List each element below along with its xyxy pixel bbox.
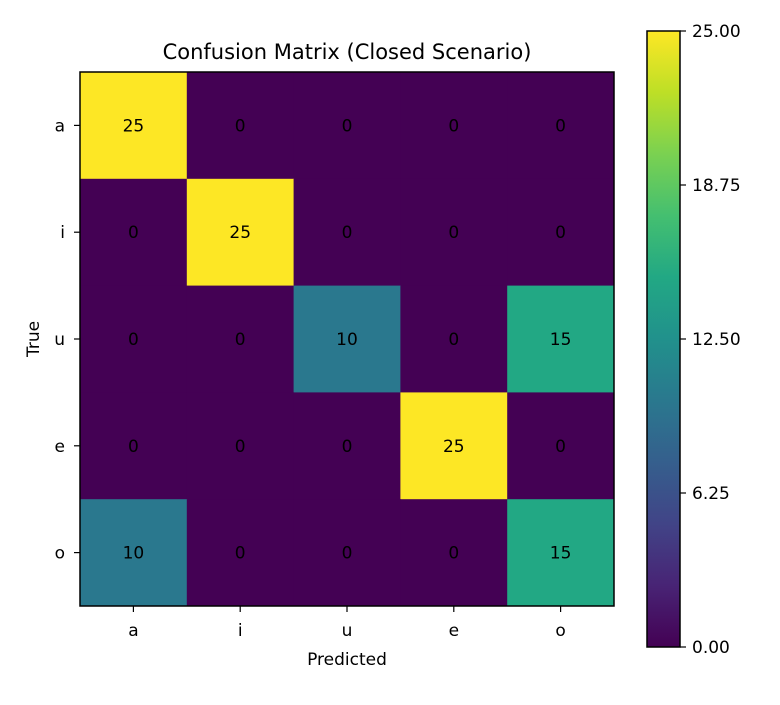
cell-value-label: 0 [448, 116, 459, 136]
cell-value-label: 25 [443, 437, 465, 457]
y-tick-label: u [54, 330, 65, 350]
heatmap-cell [293, 285, 401, 393]
cell-value-label: 0 [235, 330, 246, 350]
heatmap-cell [80, 499, 188, 607]
cell-value-label: 0 [128, 223, 139, 243]
cell-value-label: 10 [123, 544, 145, 564]
heatmap-cell [400, 285, 508, 393]
cell-value-label: 0 [235, 437, 246, 457]
cell-value-label: 15 [550, 330, 572, 350]
heatmap-cell [507, 392, 615, 500]
heatmap-cell [80, 392, 188, 500]
cell-value-label: 0 [342, 223, 353, 243]
y-axis-label: True [24, 321, 44, 358]
cell-value-label: 0 [555, 223, 566, 243]
heatmap-cell [507, 499, 615, 607]
colorbar-tick-label: 18.75 [692, 176, 741, 196]
heatmap-cell [80, 72, 188, 180]
cell-value-label: 0 [342, 116, 353, 136]
heatmap-cell [186, 72, 295, 180]
cell-value-label: 15 [550, 544, 572, 564]
heatmap-cell [293, 392, 401, 500]
colorbar-tick-label: 12.50 [692, 330, 741, 350]
heatmap-cells [80, 72, 615, 607]
y-tick-label: o [55, 544, 65, 564]
cell-value-label: 0 [235, 116, 246, 136]
x-tick-label: i [238, 621, 243, 641]
heatmap-cell [400, 499, 508, 607]
cell-value-label: 0 [342, 544, 353, 564]
heatmap-cell [293, 499, 401, 607]
x-tick-label: a [128, 621, 138, 641]
cell-value-label: 0 [128, 437, 139, 457]
cell-value-label: 10 [336, 330, 358, 350]
heatmap-cell [293, 178, 401, 287]
cell-value-label: 0 [555, 116, 566, 136]
heatmap-cell [80, 285, 188, 393]
colorbar-ticks: 0.00 6.25 12.50 18.75 25.00 [680, 22, 741, 658]
y-tick-label: i [60, 223, 65, 243]
heatmap-cell [186, 392, 295, 500]
cell-value-label: 0 [128, 330, 139, 350]
x-tick-label: o [555, 621, 565, 641]
cell-value-label: 0 [555, 437, 566, 457]
cell-value-label: 25 [229, 223, 251, 243]
heatmap-cell [400, 392, 508, 500]
cell-value-label: 0 [448, 330, 459, 350]
cell-value-label: 0 [342, 437, 353, 457]
y-tick-label: e [55, 437, 65, 457]
y-axis-ticks: a i u e o [54, 116, 80, 564]
cell-value-label: 0 [235, 544, 246, 564]
colorbar-tick-label: 6.25 [692, 484, 730, 504]
colorbar-tick-label: 0.00 [692, 638, 730, 658]
cell-value-label: 0 [448, 223, 459, 243]
heatmap-cell [80, 178, 188, 287]
heatmap-cell [507, 72, 615, 180]
heatmap-cell [293, 72, 401, 180]
cell-value-label: 25 [123, 116, 145, 136]
cell-value-label: 0 [448, 544, 459, 564]
colorbar-tick-label: 25.00 [692, 22, 741, 42]
heatmap-cell [507, 178, 615, 287]
chart-title: Confusion Matrix (Closed Scenario) [163, 40, 532, 64]
heatmap-cell [400, 178, 508, 287]
heatmap-cell [186, 499, 295, 607]
heatmap-cell [186, 285, 295, 393]
heatmap-cell [507, 285, 615, 393]
heatmap-cell-labels: 25 0 0 0 0 0 25 0 0 0 0 0 10 0 15 0 0 0 25 0 10 0 0 0 15 [123, 116, 572, 563]
y-tick-label: a [55, 116, 65, 136]
heatmap-cell [400, 72, 508, 180]
x-tick-label: e [449, 621, 459, 641]
x-axis-label: Predicted [307, 650, 387, 670]
x-tick-label: u [342, 621, 353, 641]
colorbar-gradient [647, 31, 680, 647]
heatmap-cell [186, 178, 295, 287]
